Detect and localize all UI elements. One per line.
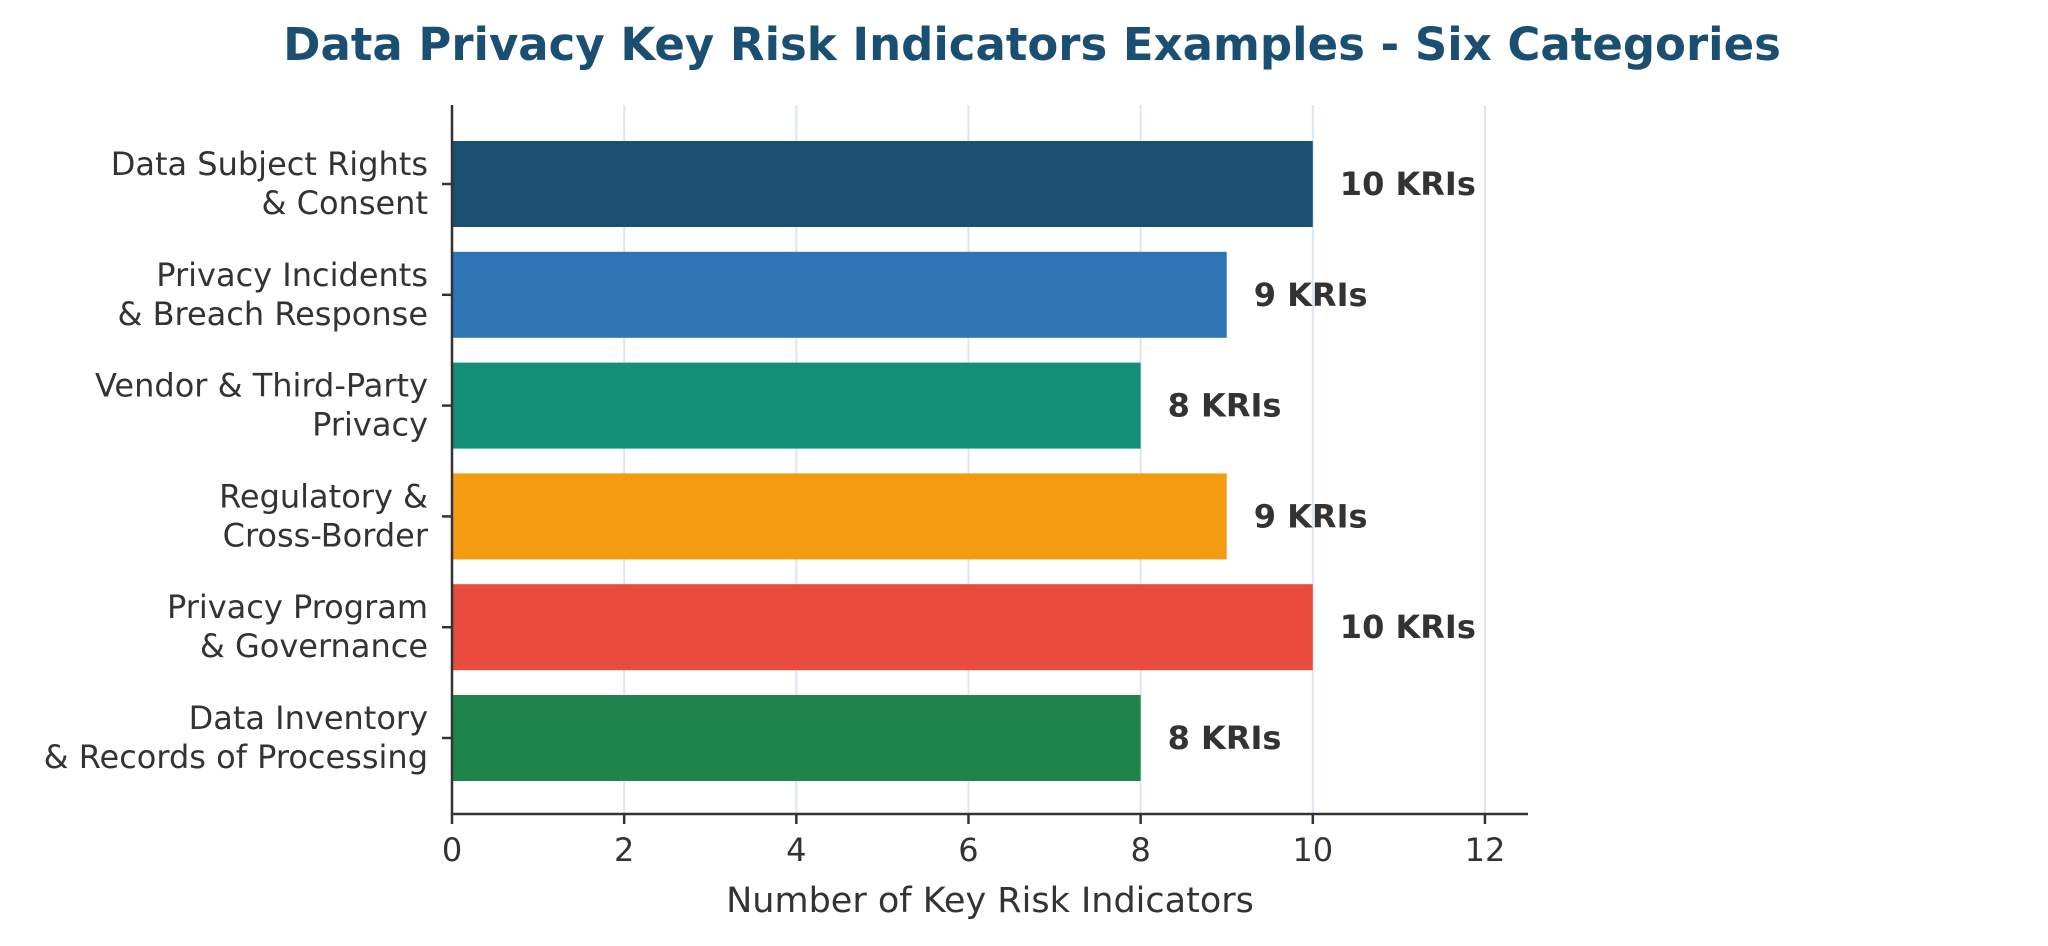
x-tick-label-2: 2 <box>614 831 634 869</box>
category-label-2: Privacy Incidents& Breach Response <box>117 256 428 333</box>
bar-3 <box>452 362 1141 449</box>
value-label-5: 10 KRIs <box>1340 608 1476 646</box>
x-tick-label-10: 10 <box>1292 831 1333 869</box>
category-label-6: Data Inventory& Records of Processing <box>44 699 428 776</box>
value-label-2: 9 KRIs <box>1254 276 1368 314</box>
value-label-6: 8 KRIs <box>1168 719 1282 757</box>
bar-6 <box>452 695 1141 781</box>
bars <box>452 141 1313 781</box>
x-tick-label-8: 8 <box>1130 831 1150 869</box>
x-axis-label: Number of Key Risk Indicators <box>726 881 1254 921</box>
category-label-5: Privacy Program& Governance <box>167 588 428 665</box>
x-tick-label-0: 0 <box>442 831 462 869</box>
bar-2 <box>452 251 1227 338</box>
x-tick-label-6: 6 <box>958 831 978 869</box>
value-label-3: 8 KRIs <box>1168 387 1282 425</box>
x-tick-label-12: 12 <box>1465 831 1506 869</box>
value-labels: 10 KRIs 9 KRIs 8 KRIs 9 KRIs 10 KRIs 8 KRIs <box>1168 165 1476 757</box>
category-label-6-line-1: Data Inventory <box>189 699 428 737</box>
category-label-6-line-2: & Records of Processing <box>44 738 428 776</box>
value-label-1: 10 KRIs <box>1340 165 1476 203</box>
category-label-1: Data Subject Rights& Consent <box>111 145 428 222</box>
bar-5 <box>452 584 1313 671</box>
category-label-2-line-1: Privacy Incidents <box>156 256 428 294</box>
category-label-2-line-2: & Breach Response <box>117 295 428 333</box>
category-label-4-line-2: Cross-Border <box>223 516 429 554</box>
category-label-4: Regulatory &Cross-Border <box>219 477 429 554</box>
category-label-1-line-2: & Consent <box>261 184 428 222</box>
x-tick-labels: 0 2 4 6 8 10 12 <box>442 831 1505 869</box>
bar-1 <box>452 141 1313 227</box>
category-label-3-line-1: Vendor & Third-Party <box>95 367 428 405</box>
category-label-5-line-1: Privacy Program <box>167 588 428 626</box>
x-tick-label-4: 4 <box>786 831 806 869</box>
category-label-4-line-1: Regulatory & <box>219 477 428 515</box>
bar-4 <box>452 473 1227 560</box>
axes <box>442 105 1528 824</box>
chart-title: Data Privacy Key Risk Indicators Example… <box>283 18 1781 71</box>
category-label-3-line-2: Privacy <box>312 406 428 444</box>
category-label-5-line-2: & Governance <box>200 627 428 665</box>
category-labels: Data Subject Rights& Consent Privacy Inci… <box>44 145 429 776</box>
value-label-4: 9 KRIs <box>1254 497 1368 535</box>
category-label-1-line-1: Data Subject Rights <box>111 145 428 183</box>
